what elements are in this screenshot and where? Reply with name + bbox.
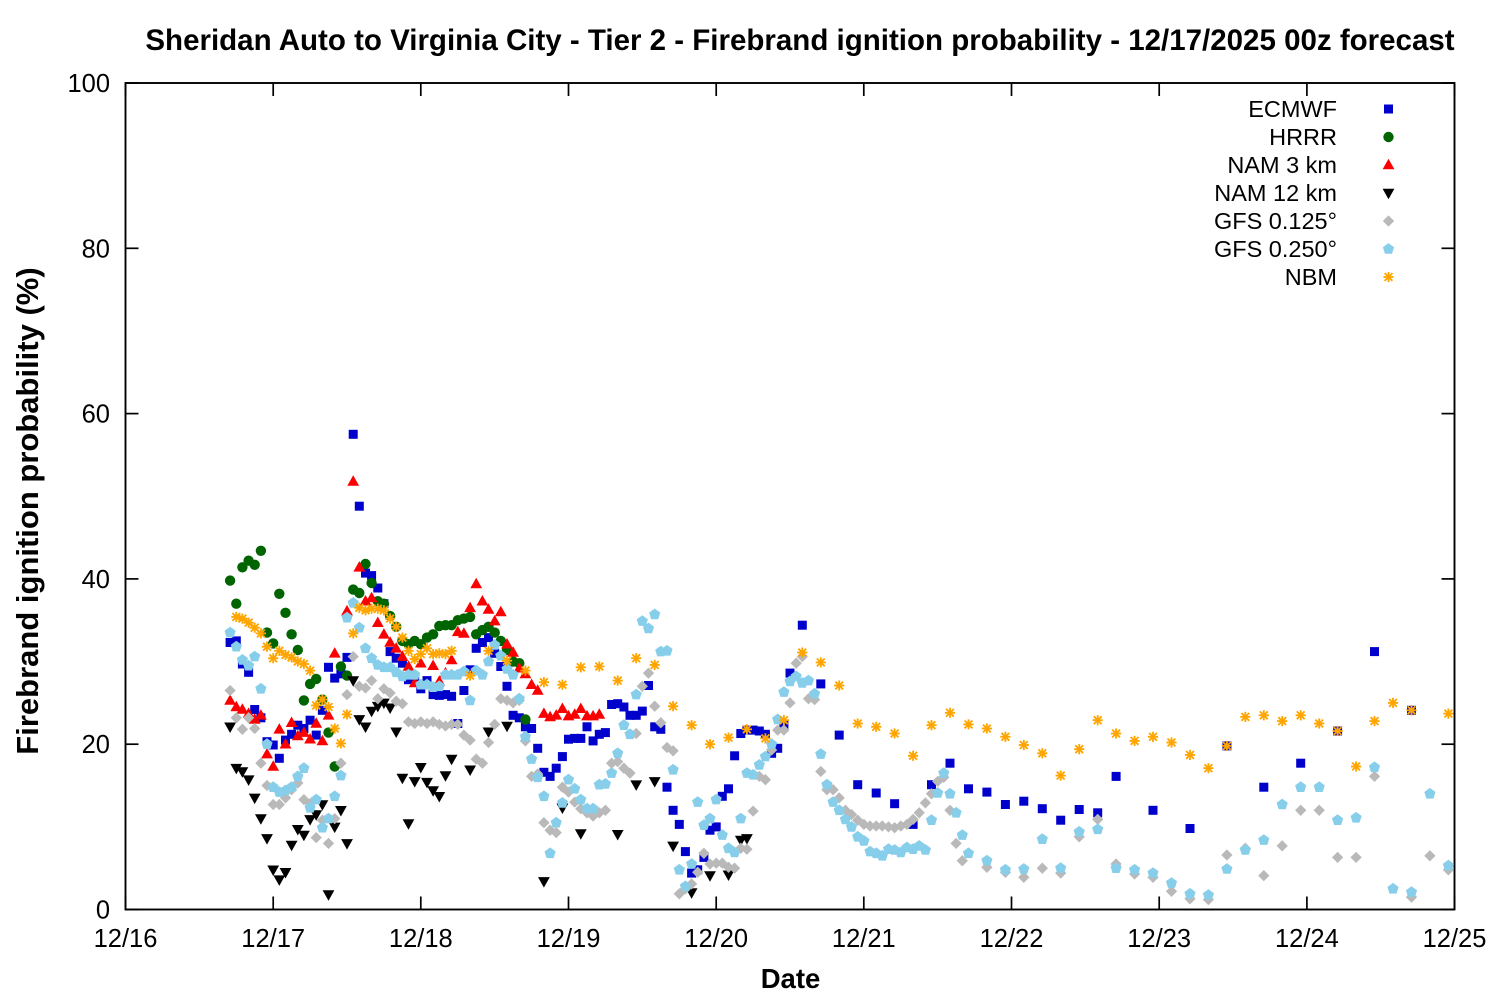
svg-text:Firebrand ignition probability: Firebrand ignition probability (%) <box>10 267 45 754</box>
svg-text:12/17: 12/17 <box>241 925 305 953</box>
svg-text:GFS 0.250°: GFS 0.250° <box>1214 236 1337 262</box>
svg-text:12/22: 12/22 <box>980 925 1044 953</box>
svg-text:Date: Date <box>761 963 821 994</box>
svg-text:60: 60 <box>82 401 110 429</box>
svg-text:NAM 12 km: NAM 12 km <box>1214 180 1337 206</box>
svg-text:12/24: 12/24 <box>1275 925 1339 953</box>
svg-text:ECMWF: ECMWF <box>1248 96 1337 122</box>
svg-text:100: 100 <box>67 70 110 98</box>
svg-text:HRRR: HRRR <box>1269 124 1337 150</box>
svg-text:Sheridan Auto to Virginia City: Sheridan Auto to Virginia City - Tier 2 … <box>145 24 1454 57</box>
svg-text:40: 40 <box>82 566 110 594</box>
svg-text:12/18: 12/18 <box>389 925 453 953</box>
svg-text:12/25: 12/25 <box>1423 925 1487 953</box>
svg-text:12/21: 12/21 <box>832 925 896 953</box>
svg-text:12/23: 12/23 <box>1127 925 1191 953</box>
svg-text:GFS 0.125°: GFS 0.125° <box>1214 208 1337 234</box>
svg-text:80: 80 <box>82 235 110 263</box>
svg-text:12/20: 12/20 <box>684 925 748 953</box>
svg-text:0: 0 <box>96 897 110 925</box>
svg-text:NBM: NBM <box>1285 264 1337 290</box>
svg-text:NAM 3 km: NAM 3 km <box>1227 152 1337 178</box>
svg-text:20: 20 <box>82 731 110 759</box>
svg-text:12/16: 12/16 <box>94 925 158 953</box>
svg-text:12/19: 12/19 <box>537 925 601 953</box>
